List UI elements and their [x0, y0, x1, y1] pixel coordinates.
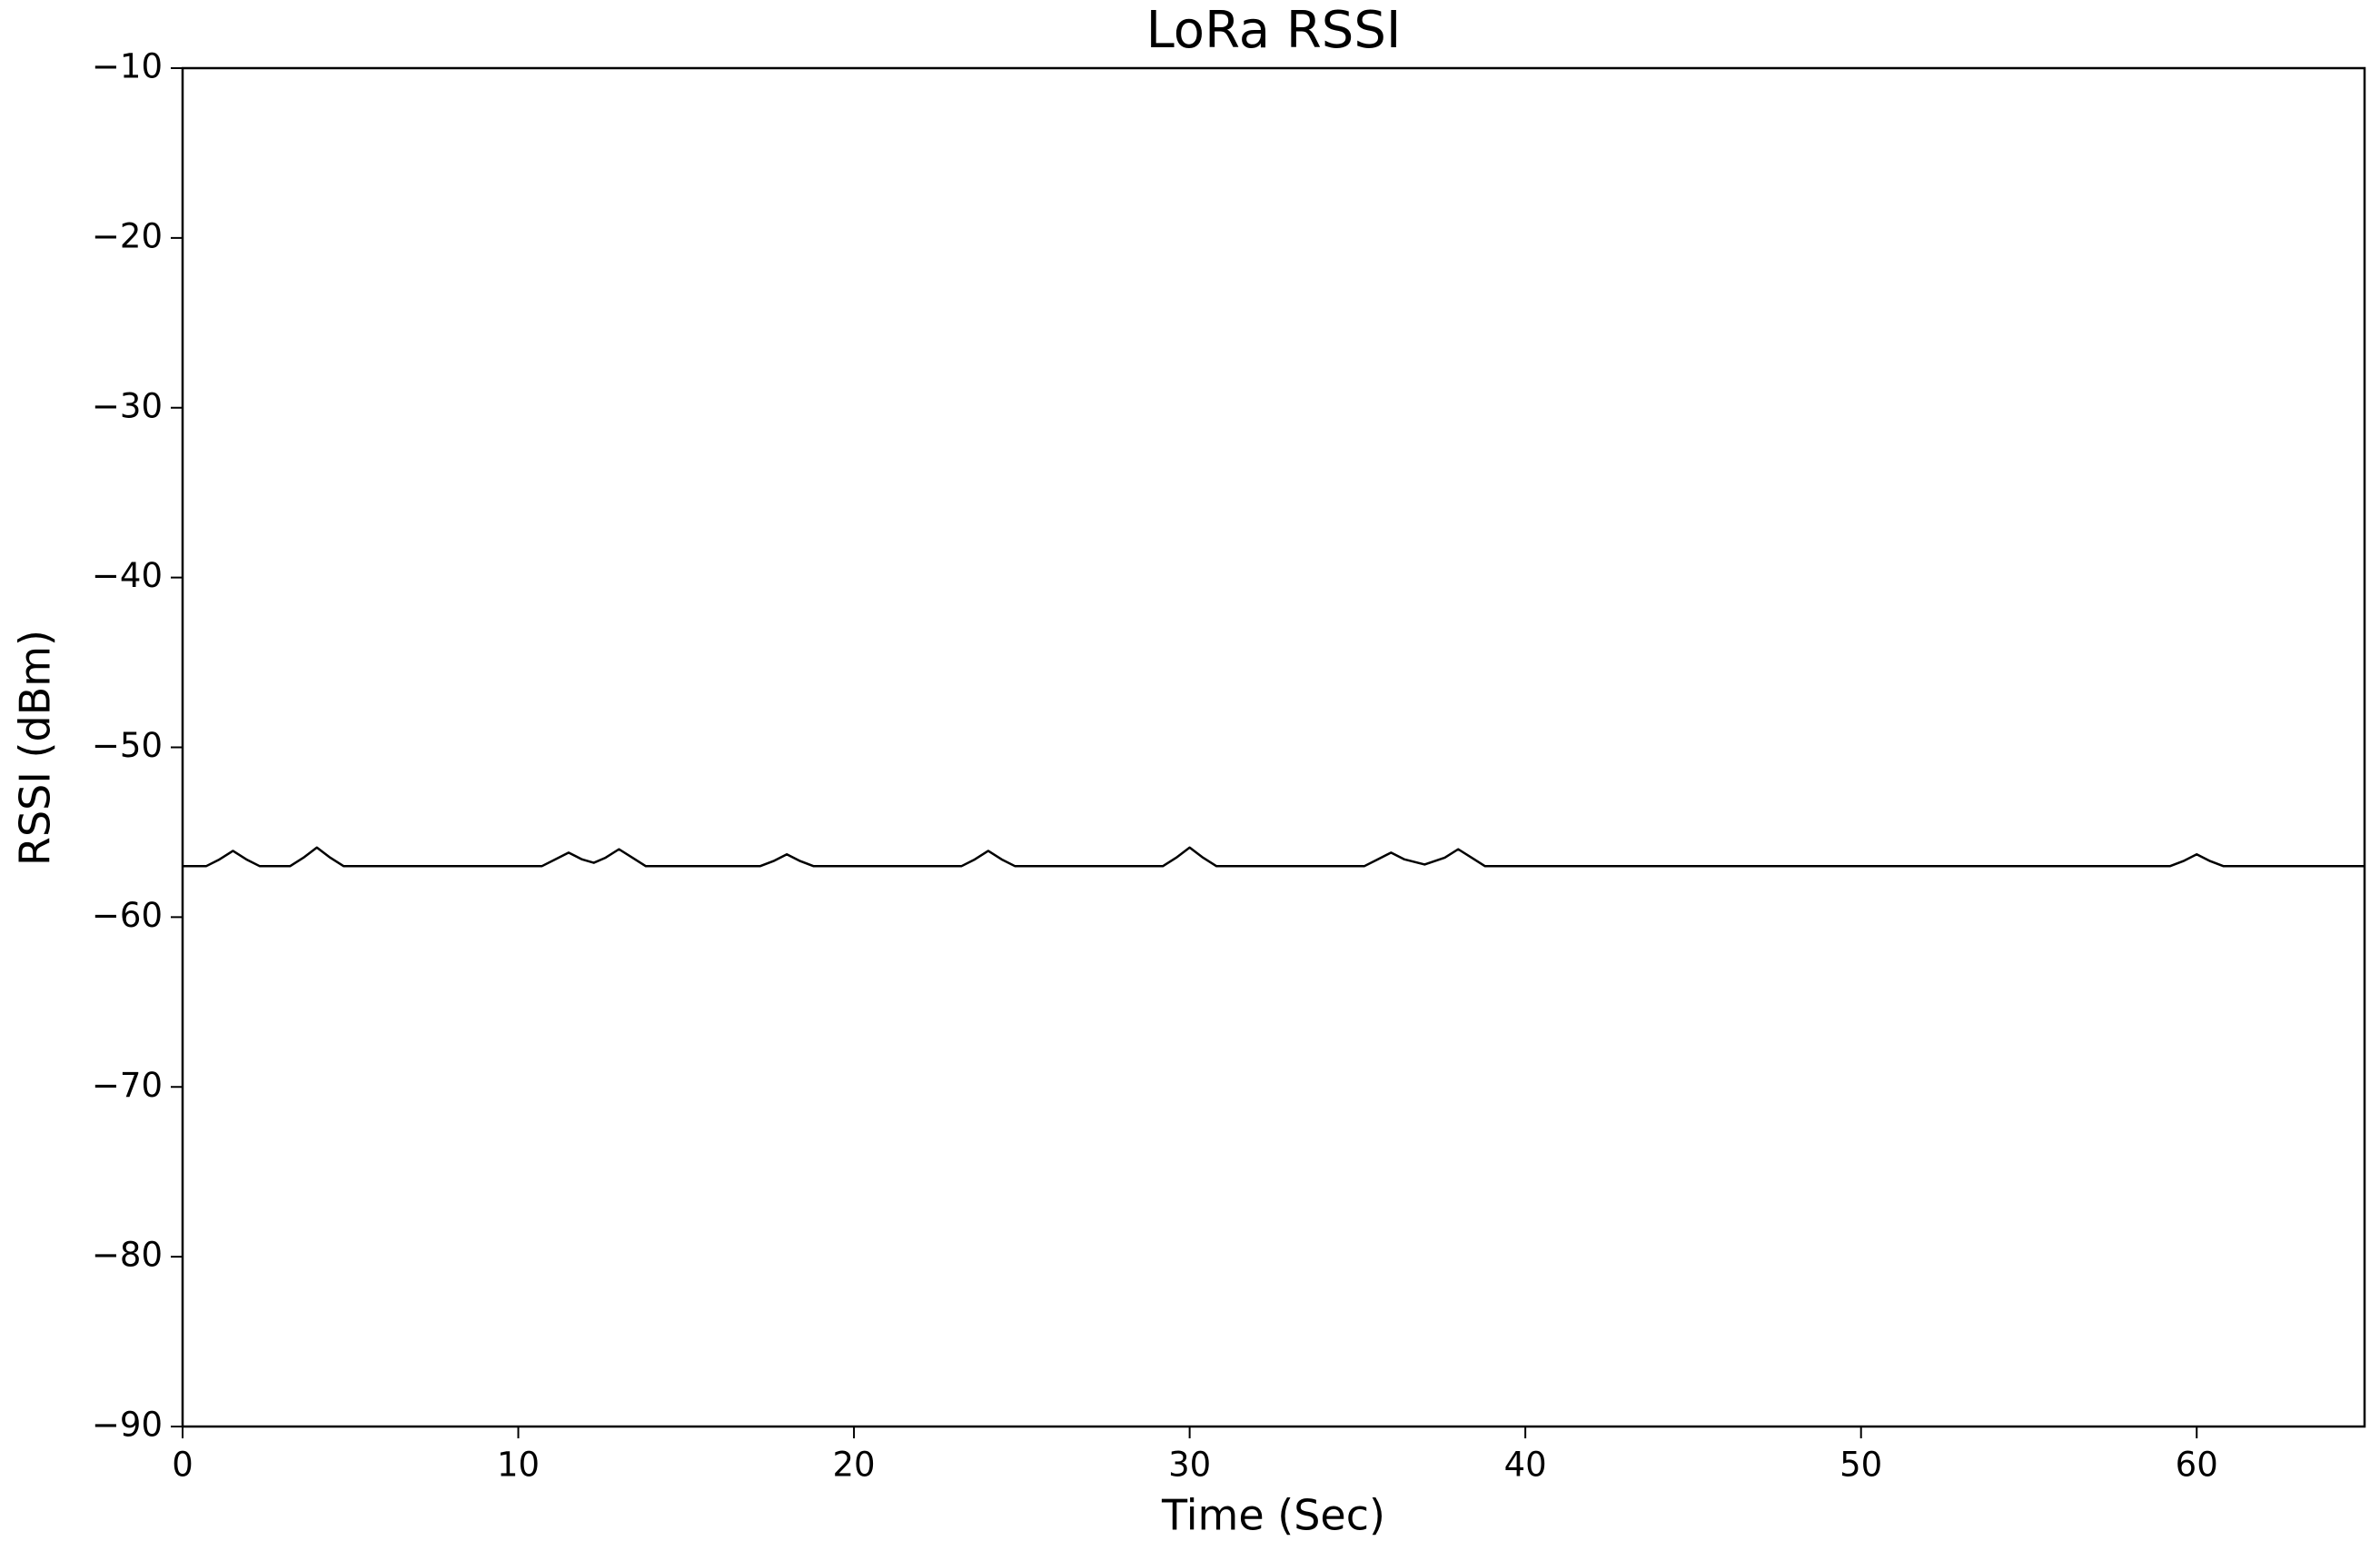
y-tick-label: −10 — [92, 47, 163, 86]
plot-frame — [181, 66, 2366, 1428]
y-tick-label: −60 — [92, 896, 163, 935]
x-tick-label: 40 — [1504, 1446, 1547, 1485]
x-tick-label: 0 — [172, 1446, 193, 1485]
x-tick-label: 50 — [1840, 1446, 1882, 1485]
x-axis-label: Time (Sec) — [1161, 1491, 1385, 1540]
x-tick-label: 30 — [1168, 1446, 1211, 1485]
x-tick-label: 60 — [2176, 1446, 2218, 1485]
y-axis-label: RSSI (dBm) — [11, 630, 60, 866]
x-tick-label: 10 — [497, 1446, 540, 1485]
y-tick-label: −30 — [92, 386, 163, 425]
y-tick-label: −80 — [92, 1236, 163, 1275]
y-tick-label: −20 — [92, 216, 163, 255]
y-tick-label: −90 — [92, 1406, 163, 1445]
y-tick-label: −40 — [92, 556, 163, 595]
y-tick-label: −70 — [92, 1066, 163, 1105]
data-line — [183, 846, 2365, 868]
y-tick-label: −50 — [92, 726, 163, 765]
chart-title: LoRa RSSI — [1146, 1, 1402, 60]
x-tick-label: 20 — [833, 1446, 876, 1485]
